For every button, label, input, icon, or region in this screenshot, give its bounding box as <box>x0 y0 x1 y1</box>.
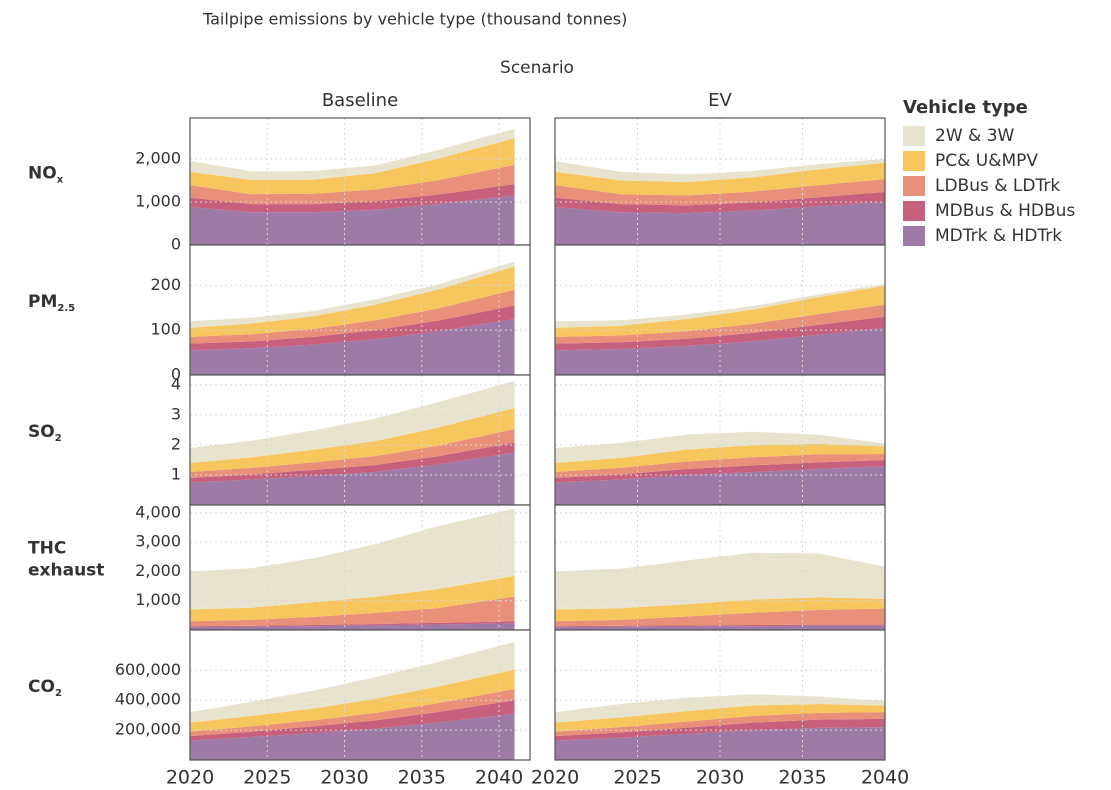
y-tick-label: 1 <box>171 464 181 483</box>
x-tick-label: 2040 <box>861 767 909 789</box>
row-label: exhaust <box>28 561 104 581</box>
area <box>190 289 515 344</box>
row-label-subscript: 2.5 <box>57 303 75 314</box>
row-label-text: PM <box>28 292 57 312</box>
y-tick-label: 400,000 <box>115 690 181 709</box>
x-tick-label: 2030 <box>696 767 744 789</box>
legend-label: PC& U&MPV <box>935 151 1038 171</box>
area <box>190 318 515 375</box>
panel-border <box>554 629 886 761</box>
row-label: CO2 <box>28 677 62 699</box>
y-tick-label: 4 <box>171 374 181 393</box>
row-label-subscript: x <box>57 175 64 186</box>
row-label-text: CO <box>28 677 55 697</box>
area <box>190 508 515 610</box>
legend-swatch <box>903 176 925 196</box>
area <box>190 452 515 505</box>
area <box>190 138 515 195</box>
x-tick-label: 2020 <box>166 767 214 789</box>
area <box>555 304 885 344</box>
y-tick-label: 3 <box>171 404 181 423</box>
area <box>190 408 515 472</box>
row-label-text: THC <box>28 539 66 559</box>
area <box>190 641 515 723</box>
row-label: THC <box>28 539 66 559</box>
area <box>555 285 885 337</box>
facet-title: Scenario <box>500 58 574 78</box>
y-tick-label: 0 <box>171 365 181 384</box>
x-tick-label: 2030 <box>320 767 368 789</box>
panel-border <box>189 629 531 761</box>
area <box>190 381 515 463</box>
legend-swatch <box>903 126 925 146</box>
row-label-text: NO <box>28 164 57 184</box>
column-title: EV <box>708 90 732 111</box>
y-tick-label: 200 <box>150 275 181 294</box>
area <box>190 305 515 351</box>
x-tick-label: 2025 <box>613 767 661 789</box>
area <box>190 713 515 760</box>
area <box>190 195 515 245</box>
row-label-subscript: 2 <box>55 433 62 444</box>
area <box>190 621 515 628</box>
area <box>190 429 515 478</box>
legend-label: 2W & 3W <box>935 126 1015 146</box>
y-tick-label: 100 <box>150 320 181 339</box>
x-tick-label: 2040 <box>475 767 523 789</box>
legend-label: LDBus & LDTrk <box>935 176 1060 196</box>
area <box>190 184 515 213</box>
area <box>190 266 515 337</box>
area <box>555 284 885 328</box>
area <box>190 164 515 205</box>
area <box>555 192 885 214</box>
y-tick-label: 4,000 <box>135 502 181 521</box>
x-tick-label: 2025 <box>243 767 291 789</box>
legend-title: Vehicle type <box>903 97 1028 118</box>
row-label-subscript: 2 <box>55 688 62 699</box>
area <box>190 261 515 328</box>
y-tick-label: 1,000 <box>135 590 181 609</box>
area <box>190 623 515 630</box>
legend-swatch <box>903 226 925 246</box>
row-label: NOx <box>28 164 64 186</box>
y-tick-label: 200,000 <box>115 720 181 739</box>
chart-title: Tailpipe emissions by vehicle type (thou… <box>202 10 627 29</box>
legend-swatch <box>903 201 925 221</box>
y-tick-label: 1,000 <box>135 191 181 210</box>
y-tick-label: 2,000 <box>135 561 181 580</box>
legend-label: MDBus & HDBus <box>935 201 1075 221</box>
area <box>190 575 515 622</box>
row-label-text: SO <box>28 422 55 442</box>
area <box>190 128 515 180</box>
legend-swatch <box>903 151 925 171</box>
y-tick-label: 2,000 <box>135 148 181 167</box>
x-tick-label: 2035 <box>398 767 446 789</box>
area <box>190 669 515 732</box>
row-label-text: exhaust <box>28 561 104 581</box>
area <box>190 442 515 483</box>
y-tick-label: 3,000 <box>135 532 181 551</box>
area <box>555 162 885 196</box>
y-tick-label: 0 <box>171 235 181 254</box>
x-tick-label: 2020 <box>531 767 579 789</box>
column-title: Baseline <box>322 90 398 111</box>
area <box>190 596 515 627</box>
row-label: SO2 <box>28 422 62 444</box>
row-label: PM2.5 <box>28 292 75 314</box>
x-tick-label: 2035 <box>778 767 826 789</box>
legend-label: MDTrk & HDTrk <box>935 226 1062 246</box>
area <box>190 689 515 737</box>
y-tick-label: 600,000 <box>115 660 181 679</box>
area <box>555 158 885 183</box>
y-tick-label: 2 <box>171 434 181 453</box>
